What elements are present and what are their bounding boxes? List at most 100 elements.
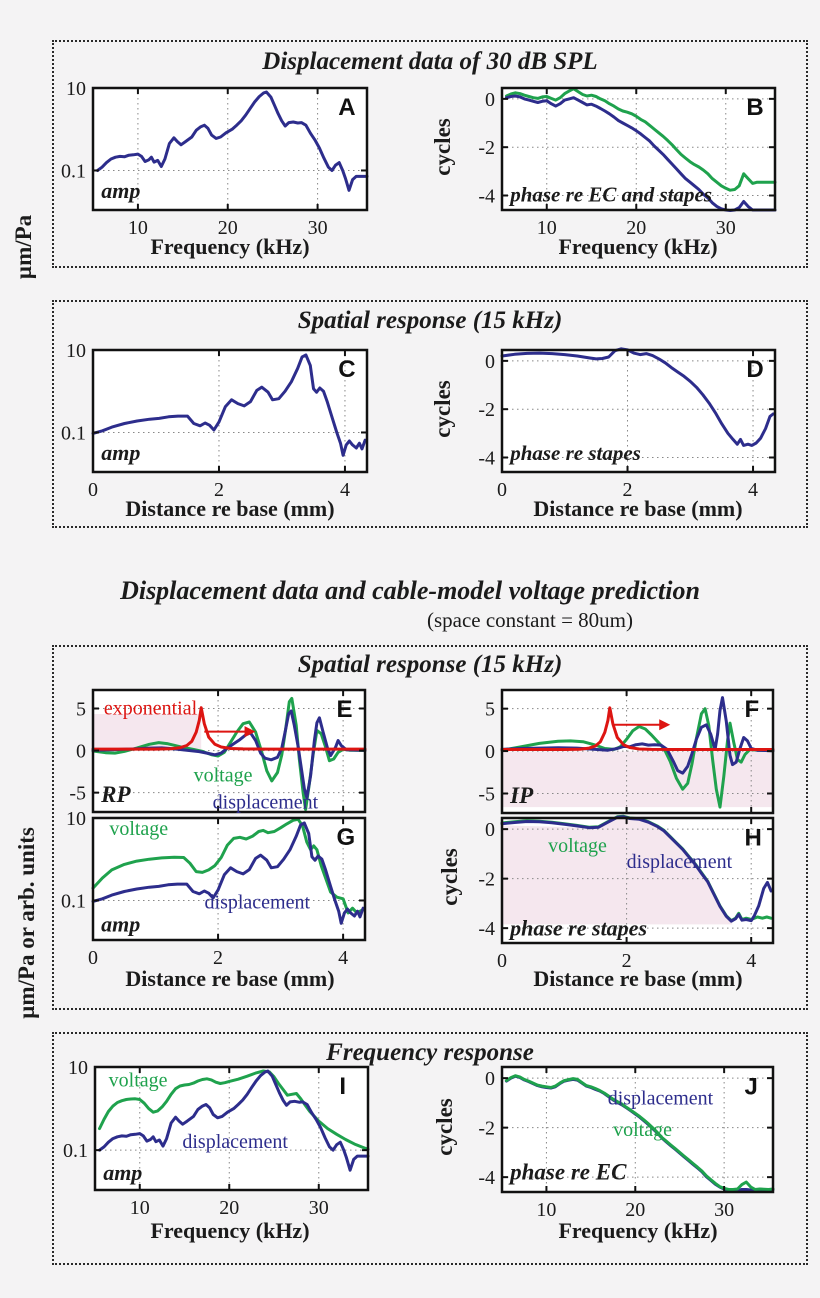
x-tick-label: 2: [623, 479, 633, 501]
y-tick-label: -4: [478, 448, 495, 470]
series-voltage-line: [91, 696, 367, 811]
series-voltage-line: [500, 707, 775, 809]
panel-c-plot: 0 2 4 10 0.1 amp C: [61, 344, 369, 501]
plot-annotation: amp: [101, 911, 140, 936]
panel-b: 10 20 30 0 -2 -4 phase re EC and stapes B: [458, 82, 783, 242]
section-1-title: Displacement data of 30 dB SPL: [262, 48, 598, 75]
plot-annotation: amp: [101, 440, 140, 465]
panel-letter: I: [339, 1073, 346, 1100]
panel-f: 5 0 -5 IP F: [458, 684, 781, 818]
plot-frame: [500, 86, 777, 212]
cycles-label-j: cycles: [432, 1098, 457, 1156]
x-tick-label: 30: [716, 217, 736, 239]
x-axis-label-h: Distance re base (mm): [533, 966, 743, 991]
panel-i-plot: 10 20 30 10 0.1 voltage displacement amp I: [63, 1061, 370, 1219]
x-tick-label: 20: [218, 217, 238, 239]
x-tick-label: 20: [625, 1199, 645, 1221]
y-tick-label: 10: [66, 812, 86, 830]
plot-frame: [93, 1065, 370, 1192]
y-tick-label: 0.1: [63, 1140, 88, 1162]
panel-j-plot: 10 20 30 0 -2 -4 displacement voltage phase re E…: [478, 1065, 775, 1221]
plot-frame: [91, 86, 369, 212]
y-unit-label-top: µm/Pa: [11, 214, 36, 280]
x-tick-label: 0: [88, 479, 98, 501]
plot-annotation: displacement: [213, 791, 319, 813]
panel-e: 5 0 -5 exponential voltage displacement RP E: [49, 684, 373, 818]
x-tick-label: 10: [128, 217, 148, 239]
y-tick-label: 10: [68, 1061, 88, 1079]
section-4-box: [52, 1032, 808, 1265]
x-tick-label: 20: [626, 217, 646, 239]
x-tick-label: 4: [338, 947, 348, 969]
x-tick-label: 0: [88, 947, 98, 969]
x-tick-label: 30: [309, 1197, 329, 1219]
x-tick-label: 20: [219, 1197, 239, 1219]
x-tick-label: 10: [130, 1197, 150, 1219]
y-tick-label: 5: [485, 699, 495, 721]
series-exponential-line: [500, 706, 775, 751]
shade-region: [93, 714, 202, 749]
x-tick-label: 10: [537, 217, 557, 239]
panel-letter: H: [745, 825, 762, 852]
x-axis-label-b: Frequency (kHz): [558, 234, 718, 259]
series-displacement-line: [500, 347, 775, 447]
x-axis-label-d: Distance re base (mm): [533, 496, 743, 521]
panel-d-plot: 0 2 4 0 -2 -4 phase re stapes D: [478, 347, 777, 501]
x-tick-label: 4: [748, 479, 758, 501]
plot-annotation: voltage: [109, 1070, 168, 1092]
cycles-label-d: cycles: [430, 380, 455, 438]
plot-annotation: displacement: [627, 851, 733, 873]
x-tick-label: 4: [340, 479, 350, 501]
panel-h-plot: 0 2 4 0 -2 -4 voltage displacement phase re stap…: [478, 814, 775, 972]
y-tick-label: 0: [485, 819, 495, 841]
y-tick-label: -4: [478, 918, 495, 940]
plot-frame: [500, 348, 777, 474]
x-axis-label-a: Frequency (kHz): [150, 234, 310, 259]
panel-d: 0 2 4 0 -2 -4 phase re stapes D: [458, 344, 783, 504]
mid-title: Displacement data and cable-model voltag…: [120, 576, 700, 605]
section-1-box: [52, 40, 808, 268]
panel-g: 0 2 4 10 0.1 voltage displacement amp G: [49, 812, 373, 972]
panel-letter: J: [745, 1074, 758, 1101]
panel-letter: E: [336, 696, 352, 723]
plot-annotation: voltage: [194, 765, 253, 787]
plot-annotation: RP: [100, 782, 131, 807]
panel-i: 10 20 30 10 0.1 voltage displacement amp I: [51, 1061, 376, 1223]
series-displacement-line: [91, 821, 365, 925]
series-displacement-line: [91, 709, 367, 800]
plot-annotation: voltage: [613, 1119, 672, 1141]
x-tick-label: 0: [497, 479, 507, 501]
y-tick-label: 0: [485, 89, 495, 111]
plot-annotation: voltage: [109, 818, 168, 840]
y-tick-label: -4: [478, 186, 495, 208]
section-2-title: Spatial response (15 kHz): [297, 307, 563, 334]
plot-annotation: phase re stapes: [508, 441, 641, 465]
plot-annotation: displacement: [608, 1088, 714, 1110]
x-tick-label: 2: [214, 479, 224, 501]
section-4-title: Frequency response: [326, 1039, 534, 1066]
y-tick-label: -5: [69, 783, 86, 805]
y-tick-label: -4: [478, 1167, 495, 1189]
series-voltage-line: [91, 817, 365, 915]
plot-annotation: phase re EC: [508, 1160, 627, 1185]
x-axis-label-i: Frequency (kHz): [150, 1218, 310, 1243]
shade-region: [502, 751, 773, 808]
series-displacement-line: [96, 90, 369, 192]
y-tick-label: 0: [485, 1068, 495, 1090]
x-axis-label-c: Distance re base (mm): [125, 496, 335, 521]
panel-g-plot: 0 2 4 10 0.1 voltage displacement amp G: [61, 812, 367, 969]
x-axis-label-g: Distance re base (mm): [125, 966, 335, 991]
section-3-box: [52, 645, 808, 1010]
mid-subtitle: (space constant = 80um): [426, 608, 634, 632]
plot-annotation: phase re EC and stapes: [508, 182, 712, 206]
panel-f-plot: 5 0 -5 IP F: [478, 688, 775, 815]
series-exponential-line: [91, 706, 367, 751]
series-displacement-line: [91, 353, 367, 457]
plot-background: [502, 350, 775, 472]
arrow-head: [659, 719, 671, 731]
x-tick-label: 10: [536, 1199, 556, 1221]
plot-frame: [500, 1065, 775, 1194]
panel-j: 10 20 30 0 -2 -4 displacement voltage phase re E…: [458, 1061, 781, 1225]
x-tick-label: 2: [213, 947, 223, 969]
